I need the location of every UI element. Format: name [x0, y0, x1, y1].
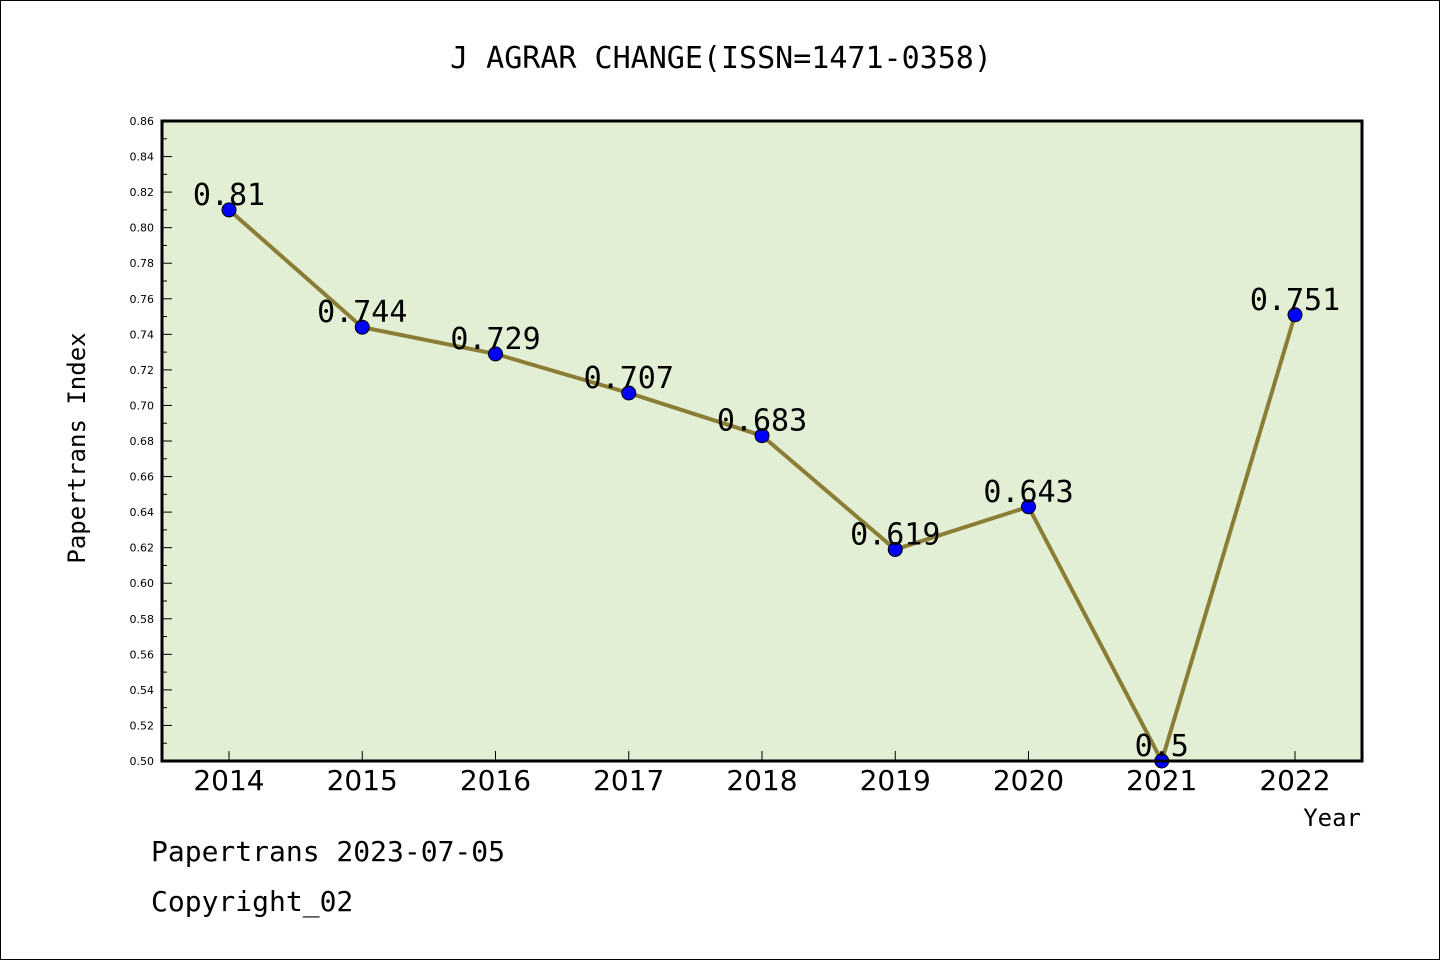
y-tick-label: 0.52 — [130, 719, 155, 732]
data-point-marker — [1021, 499, 1036, 515]
data-point-marker — [1287, 307, 1303, 323]
y-tick-label: 0.56 — [130, 648, 155, 661]
y-tick-label: 0.82 — [130, 186, 155, 199]
y-tick-label: 0.84 — [130, 151, 155, 164]
y-tick-label: 0.80 — [130, 222, 155, 235]
x-tick-label: 2019 — [860, 764, 931, 797]
data-point-label: 0.5 — [1135, 729, 1189, 764]
data-point-label: 0.729 — [450, 322, 540, 357]
x-axis-ticks: 2014 2015 2016 2017 2018 2019 2020 2021 2022 — [193, 751, 1331, 797]
data-point-label: 0.744 — [317, 295, 407, 330]
x-axis-label: Year — [1303, 804, 1361, 832]
y-tick-label: 0.70 — [130, 399, 155, 412]
y-tick-label: 0.78 — [130, 257, 155, 270]
data-labels: 0.81 0.744 0.729 0.707 0.683 0.619 0.643 0.5 0.7… — [193, 178, 1340, 764]
chart-title: J AGRAR CHANGE(ISSN=1471-0358) — [450, 41, 992, 76]
data-point-marker — [754, 428, 770, 444]
data-point-label: 0.683 — [717, 404, 807, 439]
x-tick-label: 2018 — [726, 764, 797, 797]
y-tick-label: 0.50 — [130, 755, 155, 768]
y-tick-label: 0.60 — [130, 577, 155, 590]
data-point-marker — [354, 319, 370, 335]
footer-copyright: Copyright_02 — [151, 885, 354, 918]
x-tick-label: 2022 — [1259, 764, 1330, 797]
x-tick-label: 2016 — [460, 764, 531, 797]
plot-frame — [160, 119, 1364, 763]
x-tick-label: 2020 — [993, 764, 1064, 797]
footer-date: Papertrans 2023-07-05 — [151, 835, 506, 868]
data-point-label: 0.619 — [850, 517, 940, 552]
x-tick-label: 2015 — [327, 764, 398, 797]
data-point-label: 0.707 — [584, 361, 674, 396]
y-tick-label: 0.68 — [130, 435, 155, 448]
data-point-label: 0.643 — [983, 475, 1073, 510]
x-tick-label: 2014 — [193, 764, 264, 797]
y-tick-label: 0.54 — [130, 684, 155, 697]
data-point-label: 0.81 — [193, 178, 265, 213]
x-tick-label: 2021 — [1126, 764, 1197, 797]
y-tick-label: 0.76 — [130, 293, 155, 306]
data-point-marker — [621, 385, 637, 401]
y-axis-ticks: 0.50 0.52 0.54 0.56 0.58 0.60 0.62 0.64 0.66 0.68… — [130, 115, 172, 768]
data-point-marker — [221, 202, 237, 218]
data-point-label: 0.751 — [1250, 283, 1340, 318]
y-tick-label: 0.64 — [130, 506, 155, 519]
y-tick-label: 0.86 — [130, 115, 155, 128]
y-tick-label: 0.66 — [130, 471, 155, 484]
data-markers — [221, 202, 1303, 769]
y-tick-label: 0.72 — [130, 364, 155, 377]
data-point-marker — [887, 541, 903, 557]
x-tick-label: 2017 — [593, 764, 664, 797]
data-point-marker — [488, 346, 503, 362]
y-tick-label: 0.62 — [130, 542, 155, 555]
y-tick-label: 0.74 — [130, 328, 155, 341]
y-axis-label: Papertrans Index — [63, 332, 91, 563]
y-tick-label: 0.58 — [130, 613, 155, 626]
